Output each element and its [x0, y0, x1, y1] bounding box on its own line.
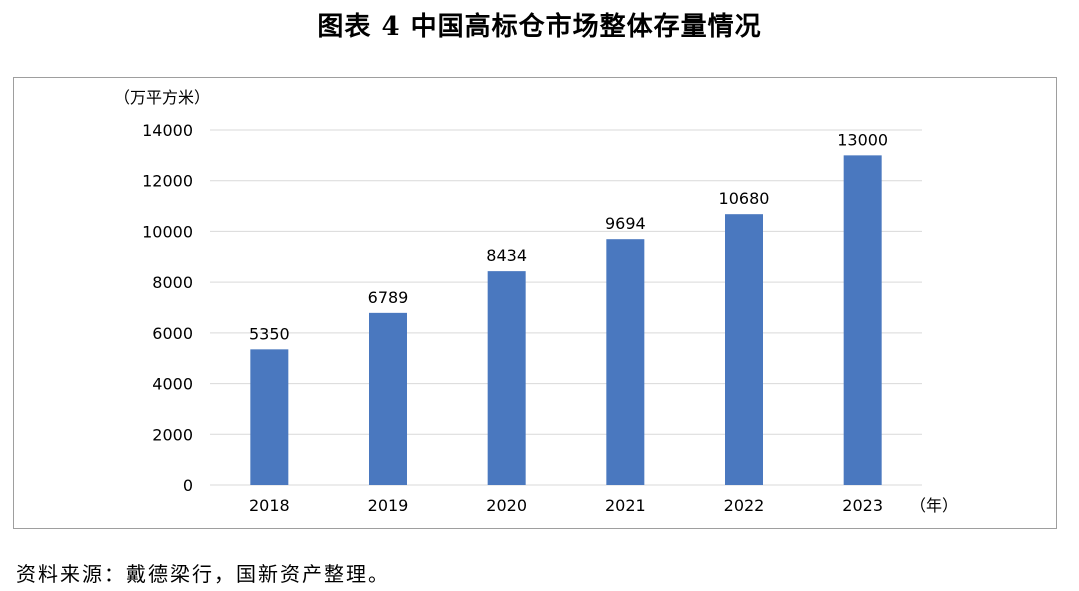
bar-2023: [843, 155, 882, 485]
x-tick-label: 2023: [842, 496, 883, 515]
bar-2020: [487, 271, 526, 485]
chart-frame: [13, 77, 1057, 529]
bar-2018: [250, 349, 289, 485]
y-tick-label: 0: [183, 476, 193, 495]
y-axis-label: （万平方米）: [114, 88, 210, 107]
data-label-2021: 9694: [605, 214, 646, 233]
bar-2021: [606, 239, 645, 485]
bar-2022: [725, 214, 763, 485]
source-note: 资料来源：戴德梁行，国新资产整理。: [16, 562, 390, 586]
bars: [250, 155, 882, 485]
data-label-2023: 13000: [837, 130, 888, 149]
data-label-2019: 6789: [368, 288, 409, 307]
y-tick-label: 10000: [142, 222, 193, 241]
y-tick-label: 12000: [142, 172, 193, 191]
x-tick-label: 2020: [486, 496, 527, 515]
data-labels: 5350 6789 8434 9694 10680 13000: [249, 130, 888, 343]
bar-2019: [369, 312, 407, 485]
y-tick-label: 2000: [152, 425, 193, 444]
data-label-2022: 10680: [719, 189, 770, 208]
grid-lines: [210, 129, 922, 486]
data-label-2018: 5350: [249, 324, 290, 343]
x-tick-label: 2018: [249, 496, 290, 515]
y-axis-ticks: 0 2000 4000 6000 8000 10000 12000 14000: [142, 121, 193, 495]
x-axis-label: （年）: [910, 496, 958, 515]
x-tick-label: 2022: [724, 496, 765, 515]
x-axis-ticks: 2018 2019 2020 2021 2022 2023: [249, 496, 883, 515]
x-tick-label: 2019: [368, 496, 409, 515]
chart-title: 图表 4 中国高标仓市场整体存量情况: [317, 12, 762, 42]
data-label-2020: 8434: [486, 246, 527, 265]
y-tick-label: 6000: [152, 324, 193, 343]
y-tick-label: 8000: [152, 273, 193, 292]
x-tick-label: 2021: [605, 496, 646, 515]
y-tick-label: 14000: [142, 121, 193, 140]
y-tick-label: 4000: [152, 375, 193, 394]
